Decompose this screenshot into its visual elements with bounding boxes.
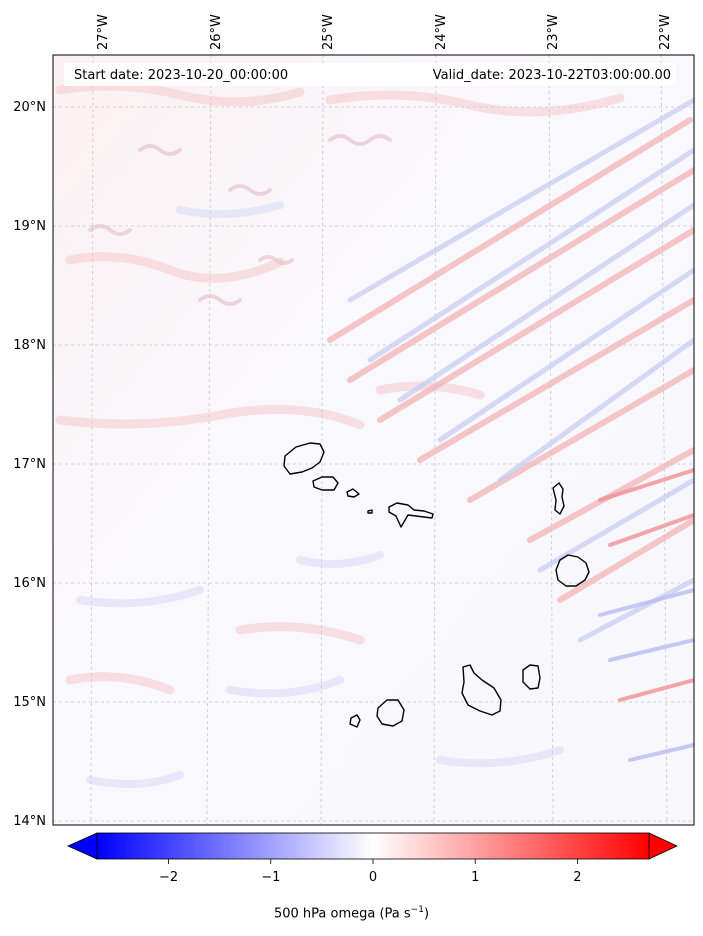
- island-branco: [367, 509, 373, 514]
- lon-label-27w: 27°W: [96, 14, 111, 50]
- colorbar-gradient: [96, 832, 650, 860]
- gridlines: [53, 55, 694, 825]
- lon-label-26w: 26°W: [209, 14, 224, 50]
- island-santo-antao: [283, 442, 325, 475]
- island-fogo: [376, 699, 405, 727]
- lon-label-25w: 25°W: [321, 14, 336, 50]
- lat-label-18n: 18°N: [13, 338, 46, 353]
- colorbar-high-extension: [648, 832, 678, 860]
- lon-label-22w: 22°W: [658, 14, 673, 50]
- lat-label-17n: 17°N: [13, 457, 46, 472]
- colorbar-low-extension: [67, 832, 98, 860]
- island-maio: [522, 664, 541, 690]
- island-santa-luzia: [346, 488, 360, 498]
- lat-label-16n: 16°N: [13, 576, 46, 591]
- valid-date-label: Valid_date: 2023-10-22T03:00:00.00: [433, 68, 671, 83]
- colorbar-tick-label: 2: [573, 870, 581, 885]
- start-date-label: Start date: 2023-10-20_00:00:00: [74, 68, 288, 83]
- longitude-labels: 27°W 26°W 25°W 24°W 23°W 22°W: [96, 14, 673, 50]
- island-santiago: [461, 664, 502, 716]
- island-outlines: [283, 442, 590, 728]
- island-sal: [552, 482, 565, 515]
- omega-field: [55, 81, 694, 788]
- colorbar-tick-label: −2: [159, 870, 178, 885]
- colorbar-tick-label: −1: [261, 870, 280, 885]
- date-header: Start date: 2023-10-20_00:00:00 Valid_da…: [64, 63, 676, 86]
- colorbar-tick-label: 1: [471, 870, 479, 885]
- lat-label-20n: 20°N: [13, 100, 46, 115]
- colorbar-ticks: −2 −1 0 1 2: [159, 859, 582, 885]
- lon-label-23w: 23°W: [546, 14, 561, 50]
- lat-label-19n: 19°N: [13, 219, 46, 234]
- lon-label-24w: 24°W: [434, 14, 449, 50]
- lat-label-14n: 14°N: [13, 814, 46, 829]
- map-panel: Start date: 2023-10-20_00:00:00 Valid_da…: [53, 55, 694, 825]
- colorbar: −2 −1 0 1 2: [67, 832, 678, 885]
- lat-label-15n: 15°N: [13, 695, 46, 710]
- colorbar-tick-label: 0: [369, 870, 377, 885]
- island-sao-vicente: [312, 476, 339, 491]
- map-background: [53, 55, 694, 825]
- island-brava: [349, 714, 361, 728]
- latitude-labels: 20°N 19°N 18°N 17°N 16°N 15°N 14°N: [13, 100, 46, 829]
- island-boa-vista: [555, 554, 590, 587]
- colorbar-title: 500 hPa omega (Pa s−1): [273, 905, 430, 922]
- island-sao-nicolau: [388, 502, 434, 528]
- map-frame: [52, 54, 695, 826]
